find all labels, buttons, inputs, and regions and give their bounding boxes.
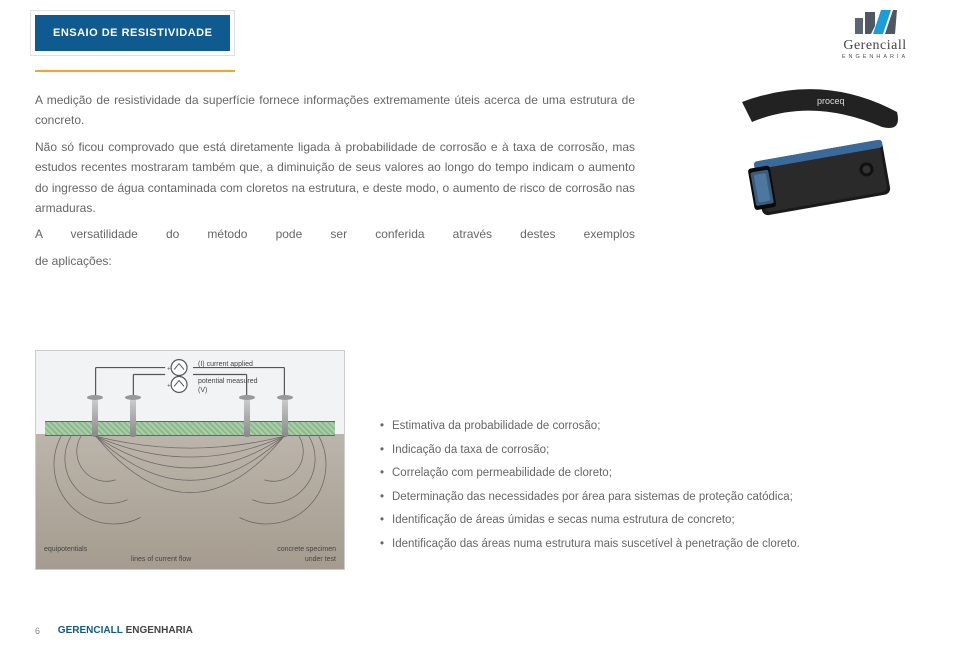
- footer-company-2: ENGENHARIA: [126, 625, 193, 636]
- list-item: •Estimativa da probabilidade de corrosão…: [380, 415, 935, 439]
- diagram-slab: [45, 421, 335, 436]
- paragraph-2: Não só ficou comprovado que está diretam…: [35, 137, 635, 219]
- diagram-label-ca: current applied: [207, 361, 253, 368]
- diagram-label-current-applied: (I) current applied: [198, 361, 253, 368]
- list-item-text: Estimativa da probabilidade de corrosão;: [392, 420, 600, 432]
- diagram-probe: [280, 399, 290, 437]
- list-item-text: Correlação com permeabilidade de cloreto…: [392, 467, 612, 479]
- diagram-label-specimen: concrete specimen: [277, 546, 336, 553]
- brand-logo: Gerenciall ENGENHARIA: [825, 8, 925, 60]
- list-item: •Identificação das áreas numa estrutura …: [380, 533, 935, 557]
- brand-logo-icon: [851, 8, 899, 36]
- brand-logo-sub: ENGENHARIA: [825, 54, 925, 60]
- list-item: •Identificação de áreas úmidas e secas n…: [380, 509, 935, 533]
- brand-logo-text: Gerenciall: [825, 38, 925, 54]
- device-photo: proceq: [702, 82, 912, 242]
- diagram-probe: [242, 399, 252, 437]
- paragraph-3b: de aplicações:: [35, 251, 635, 271]
- diagram-label-V: (V): [198, 387, 207, 394]
- list-item: •Correlação com permeabilidade de cloret…: [380, 462, 935, 486]
- paragraph-1: A medição de resistividade da superfície…: [35, 90, 635, 131]
- diagram-label-equipotentials: equipotentials: [44, 546, 87, 553]
- svg-text:+: +: [167, 383, 171, 389]
- list-item-text: Determinação das necessidades por área p…: [392, 491, 793, 503]
- list-item-text: Identificação de áreas úmidas e secas nu…: [392, 514, 735, 526]
- applications-list: •Estimativa da probabilidade de corrosão…: [380, 415, 935, 556]
- diagram-probe: [128, 399, 138, 437]
- body-text-block: A medição de resistividade da superfície…: [35, 90, 635, 277]
- svg-text:proceq: proceq: [817, 96, 845, 106]
- diagram-probe: [90, 399, 100, 437]
- diagram-label-I: (I): [198, 361, 205, 368]
- list-item: •Determinação das necessidades por área …: [380, 486, 935, 510]
- list-item-text: Identificação das áreas numa estrutura m…: [392, 538, 800, 550]
- list-item-text: Indicação da taxa de corrosão;: [392, 444, 549, 456]
- paragraph-3a: A versatilidade do método pode ser confe…: [35, 224, 635, 244]
- diagram-label-lines: lines of current flow: [131, 556, 191, 563]
- list-item: •Indicação da taxa de corrosão;: [380, 439, 935, 463]
- footer-company-1: GERENCIALL: [58, 625, 123, 636]
- accent-line: [35, 70, 235, 72]
- page-footer: 6 GERENCIALL ENGENHARIA: [35, 625, 193, 636]
- page-number: 6: [35, 626, 40, 636]
- diagram-label-potential: potential measured: [198, 378, 258, 385]
- diagram-label-undertest: under test: [305, 556, 336, 563]
- header-badge: ENSAIO DE RESISTIVIDADE: [35, 15, 230, 51]
- resistivity-diagram: + + (I) current applied potential measur…: [35, 350, 345, 570]
- svg-text:+: +: [167, 367, 171, 373]
